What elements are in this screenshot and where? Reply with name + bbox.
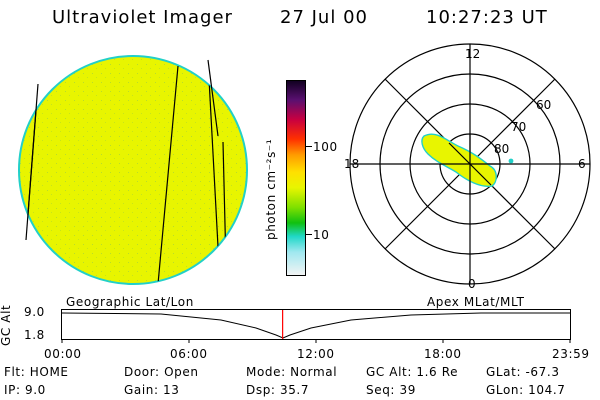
date-label: 27 Jul 00 xyxy=(280,7,368,28)
mlt-label-0: 0 xyxy=(468,277,476,291)
timeline-left-title: Geographic Lat/Lon xyxy=(66,295,194,309)
status-gain: Gain: 13 xyxy=(124,383,180,397)
timeline-x-tick-1800: 18:00 xyxy=(424,347,462,361)
orbit-timeline-plot[interactable] xyxy=(61,309,573,343)
status-glat: GLat: -67.3 xyxy=(486,365,560,379)
colorbar-tick-label-100: 100 xyxy=(313,140,338,154)
instrument-title: Ultraviolet Imager xyxy=(52,7,233,28)
timeline-y-tick-1_8: 1.8 xyxy=(24,328,45,342)
altitude-curve xyxy=(61,312,571,339)
meridian-line xyxy=(207,59,219,137)
auroral-oval-region xyxy=(421,133,497,187)
status-glon: GLon: 104.7 xyxy=(486,383,566,397)
colorbar-tick xyxy=(306,234,312,235)
timeline-x-tick-1200: 12:00 xyxy=(297,347,335,361)
polar-grid-overlay xyxy=(440,134,500,194)
emission-spot xyxy=(508,158,514,164)
timeline-x-tick-0600: 06:00 xyxy=(170,347,208,361)
status-ip: IP: 9.0 xyxy=(4,383,46,397)
timeline-x-tick-0000: 00:00 xyxy=(44,347,82,361)
time-label: 10:27:23 UT xyxy=(426,7,548,28)
timeline-x-tick-2359: 23:59 xyxy=(552,347,590,361)
lat-label-70: 70 xyxy=(511,120,527,134)
timeline-y-axis-label: GC Alt xyxy=(0,304,13,346)
lat-label-60: 60 xyxy=(536,98,552,112)
colorbar-tick-label-10: 10 xyxy=(313,228,330,242)
status-mode: Mode: Normal xyxy=(246,365,338,379)
timeline-x-ticks xyxy=(61,339,571,343)
lat-label-80: 80 xyxy=(494,142,510,156)
mlt-label-12: 12 xyxy=(465,47,481,61)
uv-disk-image[interactable] xyxy=(18,52,258,290)
status-seq: Seq: 39 xyxy=(366,383,416,397)
status-door: Door: Open xyxy=(124,365,199,379)
mlt-label-6: 6 xyxy=(578,157,586,171)
status-gc-alt: GC Alt: 1.6 Re xyxy=(366,365,459,379)
status-dsp: Dsp: 35.7 xyxy=(246,383,310,397)
colorbar-tick xyxy=(306,146,312,147)
polar-mlat-mlt-plot[interactable] xyxy=(340,40,600,290)
colorbar-units-label: photon cm⁻²s⁻¹ xyxy=(264,138,278,240)
earth-disk xyxy=(18,55,248,285)
timeline-right-title: Apex MLat/MLT xyxy=(427,295,525,309)
meridian-line xyxy=(25,83,39,241)
timeline-y-tick-9: 9.0 xyxy=(24,305,45,319)
status-flt: Flt: HOME xyxy=(4,365,69,379)
color-scale-bar xyxy=(286,80,306,276)
mlt-label-18: 18 xyxy=(344,157,360,171)
